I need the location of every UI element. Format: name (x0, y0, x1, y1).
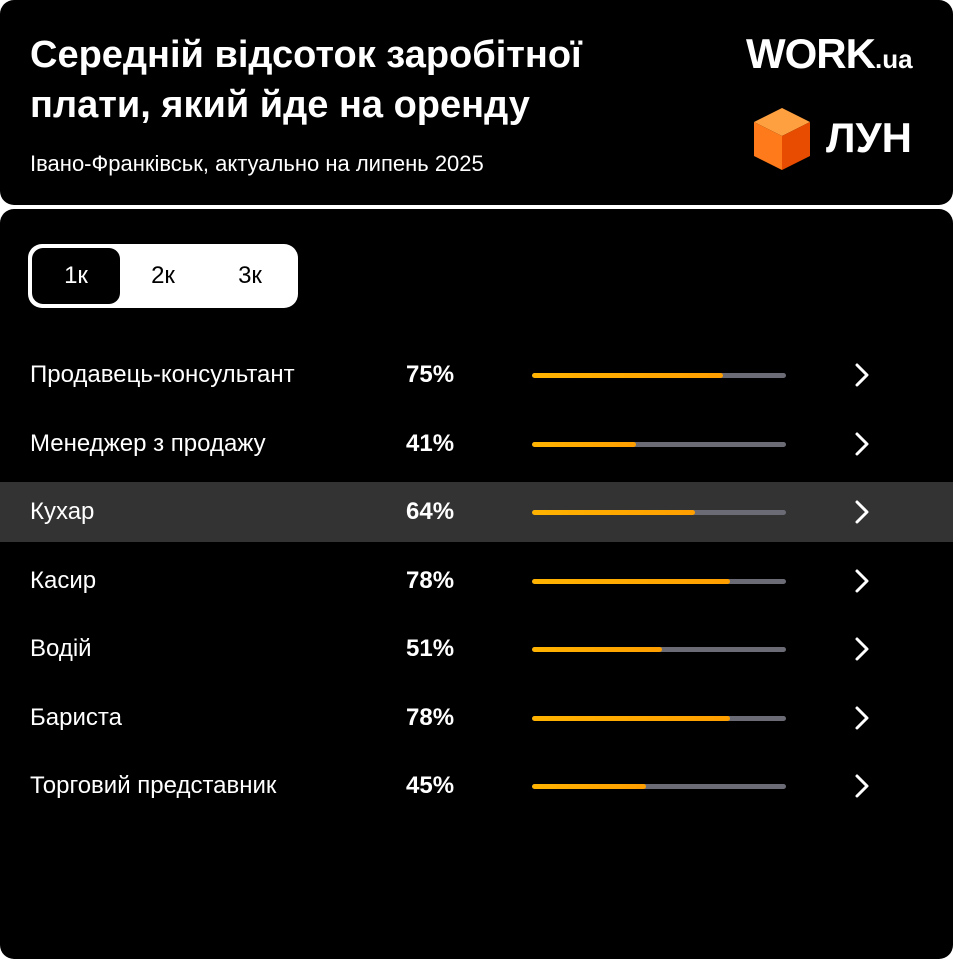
header-card: Середній відсоток заробітної плати, який… (0, 0, 953, 205)
progress-bar (532, 578, 786, 584)
progress-fill (532, 715, 731, 721)
list-item[interactable]: Менеджер з продажу 41% (0, 414, 953, 474)
chevron-right-icon[interactable] (848, 772, 876, 800)
percent-value: 41% (406, 429, 455, 457)
profession-label: Водій (30, 635, 92, 662)
chevron-right-icon[interactable] (848, 361, 876, 389)
list-item[interactable]: Кухар 64% (0, 482, 953, 542)
percent-value: 75% (406, 361, 455, 388)
progress-bar (532, 715, 786, 721)
list-item[interactable]: Бариста 78% (0, 688, 953, 748)
progress-fill (532, 647, 662, 652)
profession-label: Касир (30, 566, 97, 594)
list-item[interactable]: Водій 51% (0, 619, 953, 679)
percent-value: 51% (406, 635, 455, 662)
list-item[interactable]: Продавець-консультант 75% (0, 345, 953, 405)
chevron-right-icon[interactable] (848, 567, 876, 595)
lun-logo: ЛУН (752, 106, 922, 172)
orange-cube-icon (754, 108, 810, 170)
progress-fill (532, 784, 647, 789)
progress-fill (532, 578, 731, 584)
work-logo-suffix: .ua (874, 44, 913, 74)
progress-bar (532, 510, 786, 515)
tab-1k[interactable]: 1к (32, 248, 120, 304)
percent-value: 45% (406, 772, 455, 799)
percent-value: 78% (406, 703, 455, 731)
percent-value: 64% (406, 498, 455, 525)
lun-logo-text: ЛУН (826, 114, 912, 161)
profession-label: Менеджер з продажу (30, 429, 266, 457)
list-item[interactable]: Касир 78% (0, 551, 953, 611)
profession-label: Бариста (30, 703, 122, 731)
work-ua-logo: WORK.ua (746, 30, 913, 83)
chevron-right-icon[interactable] (848, 635, 876, 663)
work-logo-text: WORK (746, 30, 876, 77)
progress-fill (532, 510, 695, 515)
chevron-right-icon[interactable] (848, 430, 876, 458)
progress-bar (532, 441, 786, 447)
progress-bar (532, 373, 786, 378)
tab-3k[interactable]: 3к (238, 262, 262, 289)
progress-fill (532, 373, 723, 378)
profession-label: Продавець-консультант (30, 361, 295, 388)
page-subtitle: Івано-Франківськ, актуально на липень 20… (30, 151, 484, 176)
progress-bar (532, 647, 786, 652)
tab-2k[interactable]: 2к (151, 262, 175, 289)
room-count-tabs: 1к 2к 3к (28, 244, 298, 308)
main-card: 1к 2к 3к Продавець-консультант 75% Менедже… (0, 209, 953, 959)
progress-fill (532, 441, 637, 447)
page-title: Середній відсоток заробітної плати, який… (30, 34, 582, 126)
list-item[interactable]: Торговий представник 45% (0, 756, 953, 816)
chevron-right-icon[interactable] (848, 498, 876, 526)
chevron-right-icon[interactable] (848, 704, 876, 732)
profession-label: Торговий представник (30, 772, 277, 799)
progress-bar (532, 784, 786, 789)
profession-label: Кухар (30, 498, 95, 525)
percent-value: 78% (406, 566, 455, 594)
